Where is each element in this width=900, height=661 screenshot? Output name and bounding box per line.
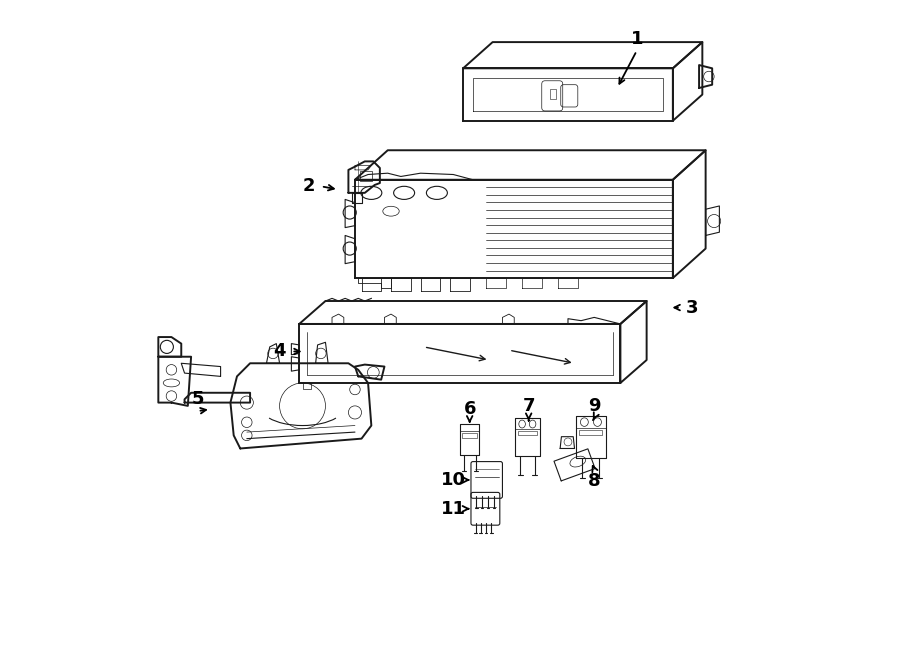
Text: 2: 2 xyxy=(302,177,315,195)
Text: 1: 1 xyxy=(631,30,644,48)
Bar xyxy=(550,89,556,99)
Bar xyxy=(580,430,602,435)
Text: 7: 7 xyxy=(522,397,535,415)
Text: 4: 4 xyxy=(274,342,286,360)
Text: 9: 9 xyxy=(588,397,600,415)
Bar xyxy=(518,431,536,436)
Text: 5: 5 xyxy=(192,391,204,408)
Text: 3: 3 xyxy=(687,299,698,317)
Bar xyxy=(360,171,372,181)
Text: 6: 6 xyxy=(464,400,476,418)
Text: 11: 11 xyxy=(441,500,466,518)
Text: 8: 8 xyxy=(588,472,600,490)
Bar xyxy=(463,433,477,438)
Text: 10: 10 xyxy=(441,471,466,489)
